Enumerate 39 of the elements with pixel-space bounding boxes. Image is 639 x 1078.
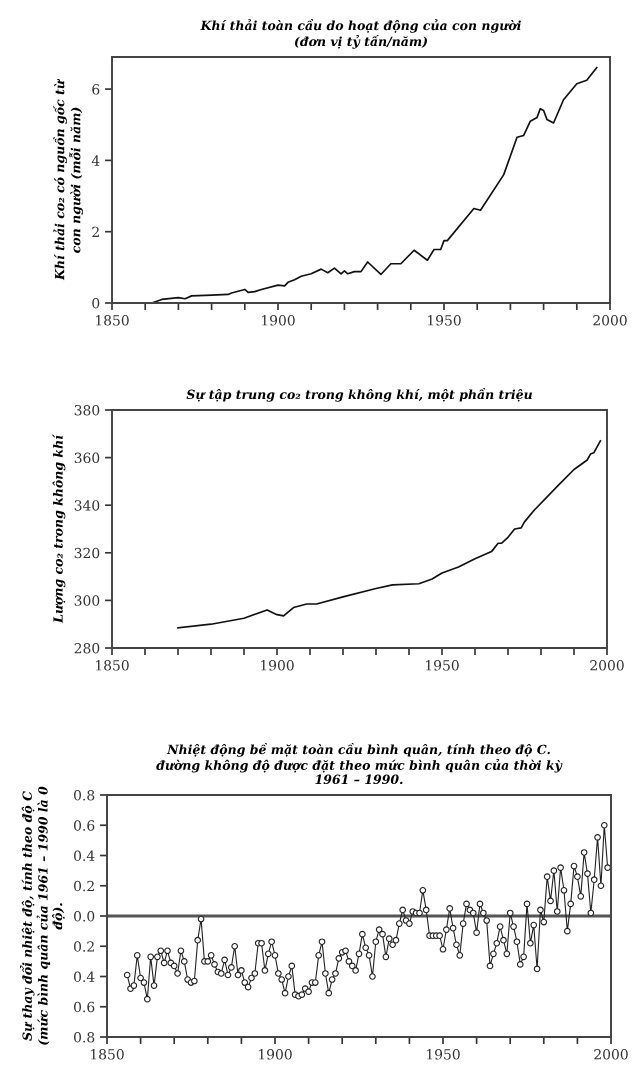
y-tick-label: 0.4: [74, 850, 95, 861]
y-axis-title: Khí thải co₂ có nguồn gốc từ con người (mỗi năm): [53, 79, 84, 281]
y-tick-label: 0.6: [74, 820, 95, 831]
x-tick-label: 2000: [593, 315, 627, 326]
line-series: [177, 440, 602, 629]
x-tick-label: 1950: [427, 1049, 460, 1060]
chart-title: Nhiệt động bề mặt toàn cầu bình quân, tính theo độ C. đường không độ được đặt theo mức bình quân của thời kỳ 1961 – 1990.: [156, 743, 563, 785]
y-tick-label: 360: [74, 452, 100, 464]
y-tick-label: 0: [92, 297, 100, 309]
y-tick-label: 0.2: [74, 941, 94, 952]
chart-title: Sự tập trung co₂ trong không khí, một phần triệu: [186, 387, 532, 402]
y-tick-label: 280: [74, 642, 100, 654]
y-axis-title: Lượng co₂ trong không khí: [52, 434, 66, 624]
y-axis-title: Sự thay đổi nhiệt độ, tính theo độ C (mức bình quân của 1961 – 1990 là 0 độ).: [20, 786, 65, 1045]
y-tick-label: 0.4: [74, 971, 95, 982]
y-tick-label: 6: [92, 84, 100, 95]
y-tick-label: 300: [74, 595, 100, 606]
y-tick-label: 2: [92, 226, 99, 237]
x-tick-label: 1900: [259, 1049, 292, 1060]
x-tick-label: 1950: [428, 315, 461, 326]
x-tick-label: 1900: [262, 315, 295, 326]
y-tick-label: 380: [74, 404, 100, 416]
x-tick-label: 2000: [590, 660, 624, 671]
y-tick-label: 0.6: [74, 1001, 95, 1013]
y-tick-label: 340: [74, 500, 100, 511]
x-tick-label: 1950: [426, 660, 459, 671]
y-tick-label: 0.8: [74, 1031, 95, 1043]
line-series: [151, 66, 598, 303]
x-tick-label: 1900: [261, 660, 294, 671]
y-tick-label: 320: [74, 547, 100, 559]
y-tick-label: 0.8: [74, 789, 95, 801]
y-tick-label: 0.0: [74, 910, 95, 922]
y-tick-label: 0.2: [74, 880, 94, 892]
x-tick-label: 1850: [91, 1049, 124, 1060]
y-tick-label: 4: [91, 155, 100, 166]
x-tick-label: 1850: [96, 315, 129, 326]
x-tick-label: 1850: [96, 660, 129, 671]
x-tick-label: 2000: [594, 1049, 628, 1060]
chart-title: Khí thải toàn cầu do hoạt động của con người (đơn vị tỷ tấn/năm): [200, 19, 521, 49]
